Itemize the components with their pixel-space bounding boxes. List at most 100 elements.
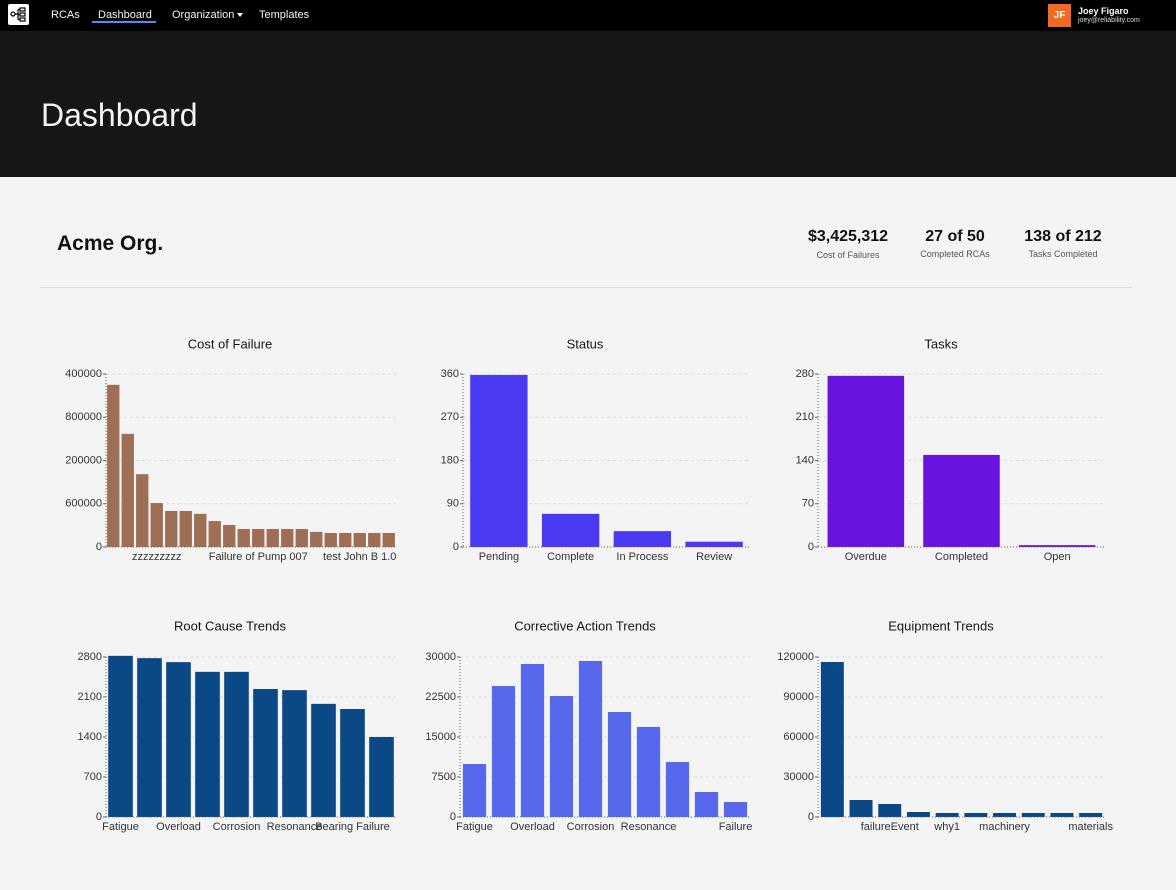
bar (368, 532, 381, 547)
bar (549, 695, 574, 817)
y-tick-label: 0 (96, 541, 102, 553)
y-tick-label: 90 (447, 498, 459, 510)
y-tick-label: 1400 (78, 731, 102, 743)
bar (107, 384, 120, 547)
bar (827, 375, 905, 547)
bar (253, 689, 278, 817)
bar (964, 813, 988, 817)
bar (541, 513, 600, 547)
logo[interactable] (8, 4, 29, 25)
nav-item[interactable]: Dashboard (98, 9, 152, 21)
bar (121, 433, 134, 547)
bar (923, 454, 1000, 547)
bar (723, 802, 748, 817)
chart-title: Status (567, 336, 604, 351)
bar (382, 532, 395, 547)
nav-item[interactable]: RCAs (51, 9, 80, 21)
y-tick-label: 800000 (65, 411, 102, 423)
bar (150, 503, 163, 547)
bar (685, 541, 743, 547)
y-tick-label: 0 (808, 541, 814, 553)
bar (993, 813, 1017, 817)
bar (208, 521, 221, 547)
y-tick-label: 0 (453, 541, 459, 553)
charts: Cost of Failure0600000200000800000400000… (65, 336, 1113, 833)
chart-title: Cost of Failure (188, 336, 273, 351)
x-tick-label: Resonance (621, 821, 677, 833)
x-tick-label: Pending (479, 551, 519, 563)
bar (369, 737, 394, 817)
avatar[interactable]: JF (1048, 4, 1071, 27)
y-tick-label: 90000 (783, 691, 814, 703)
y-tick-label: 200000 (65, 454, 102, 466)
bar (340, 709, 365, 817)
x-tick-label: Resonance (267, 821, 323, 833)
x-tick-label: Failure of Pump 007 (209, 551, 308, 563)
y-tick-label: 600000 (65, 498, 102, 510)
y-tick-label: 120000 (777, 651, 814, 663)
bar (636, 726, 661, 817)
x-tick-label: Fatigue (102, 821, 139, 833)
bar (324, 532, 337, 547)
stat-label: Tasks Completed (1028, 249, 1098, 259)
y-tick-label: 0 (450, 811, 456, 823)
bar (311, 703, 336, 817)
chart-title: Equipment Trends (888, 618, 994, 633)
stat-value: 27 of 50 (925, 228, 985, 245)
stat-value: 138 of 212 (1024, 228, 1102, 245)
bar (613, 531, 672, 547)
x-tick-label: Complete (547, 551, 594, 563)
y-tick-label: 0 (96, 811, 102, 823)
active-underline (92, 21, 156, 23)
y-tick-label: 2100 (78, 691, 102, 703)
x-tick-label: Completed (935, 551, 988, 563)
bar (1050, 813, 1074, 817)
bar (353, 532, 366, 547)
x-tick-label: Corrosion (567, 821, 615, 833)
nav-item[interactable]: Organization (172, 9, 235, 21)
y-tick-label: 280 (796, 368, 814, 380)
bar (224, 671, 249, 817)
y-tick-label: 22500 (425, 691, 456, 703)
x-tick-label: materials (1068, 821, 1113, 833)
y-tick-label: 15000 (425, 731, 456, 743)
y-tick-label: 30000 (425, 651, 456, 663)
x-tick-label: why1 (933, 821, 960, 833)
x-tick-label: test John B 1.0 (323, 551, 396, 563)
stat-label: Cost of Failures (816, 250, 880, 260)
user-name: Joey Figaro (1078, 6, 1129, 16)
x-tick-label: Failure (719, 821, 753, 833)
nav-item[interactable]: Templates (259, 9, 310, 21)
bar (694, 791, 719, 817)
bar (266, 528, 279, 547)
logo-icon (10, 7, 26, 22)
bar (462, 763, 487, 817)
bar (223, 525, 236, 547)
nav-bar: RCAs Dashboard Organization Templates JF… (0, 0, 1176, 31)
x-tick-label: failureEvent (861, 821, 919, 833)
bar (491, 686, 516, 817)
bar (578, 661, 603, 817)
bar (136, 474, 149, 547)
bar (108, 655, 133, 817)
chart-title: Root Cause Trends (174, 618, 287, 633)
bar (470, 374, 528, 547)
x-tick-label: zzzzzzzzz (132, 551, 182, 563)
bar (1018, 545, 1096, 547)
bar (1021, 813, 1045, 817)
divider (40, 287, 1132, 288)
bar (179, 510, 192, 547)
x-tick-label: Overload (156, 821, 201, 833)
bar (165, 510, 178, 547)
x-tick-label: Corrosion (213, 821, 261, 833)
page-title: Dashboard (41, 97, 198, 133)
bar (1079, 813, 1103, 817)
bar (310, 531, 323, 547)
bar (137, 658, 162, 817)
bar (195, 671, 220, 817)
y-tick-label: 360 (441, 368, 459, 380)
bar (252, 528, 265, 547)
bar (281, 528, 294, 547)
user-email: joey@reliability.com (1078, 17, 1140, 24)
